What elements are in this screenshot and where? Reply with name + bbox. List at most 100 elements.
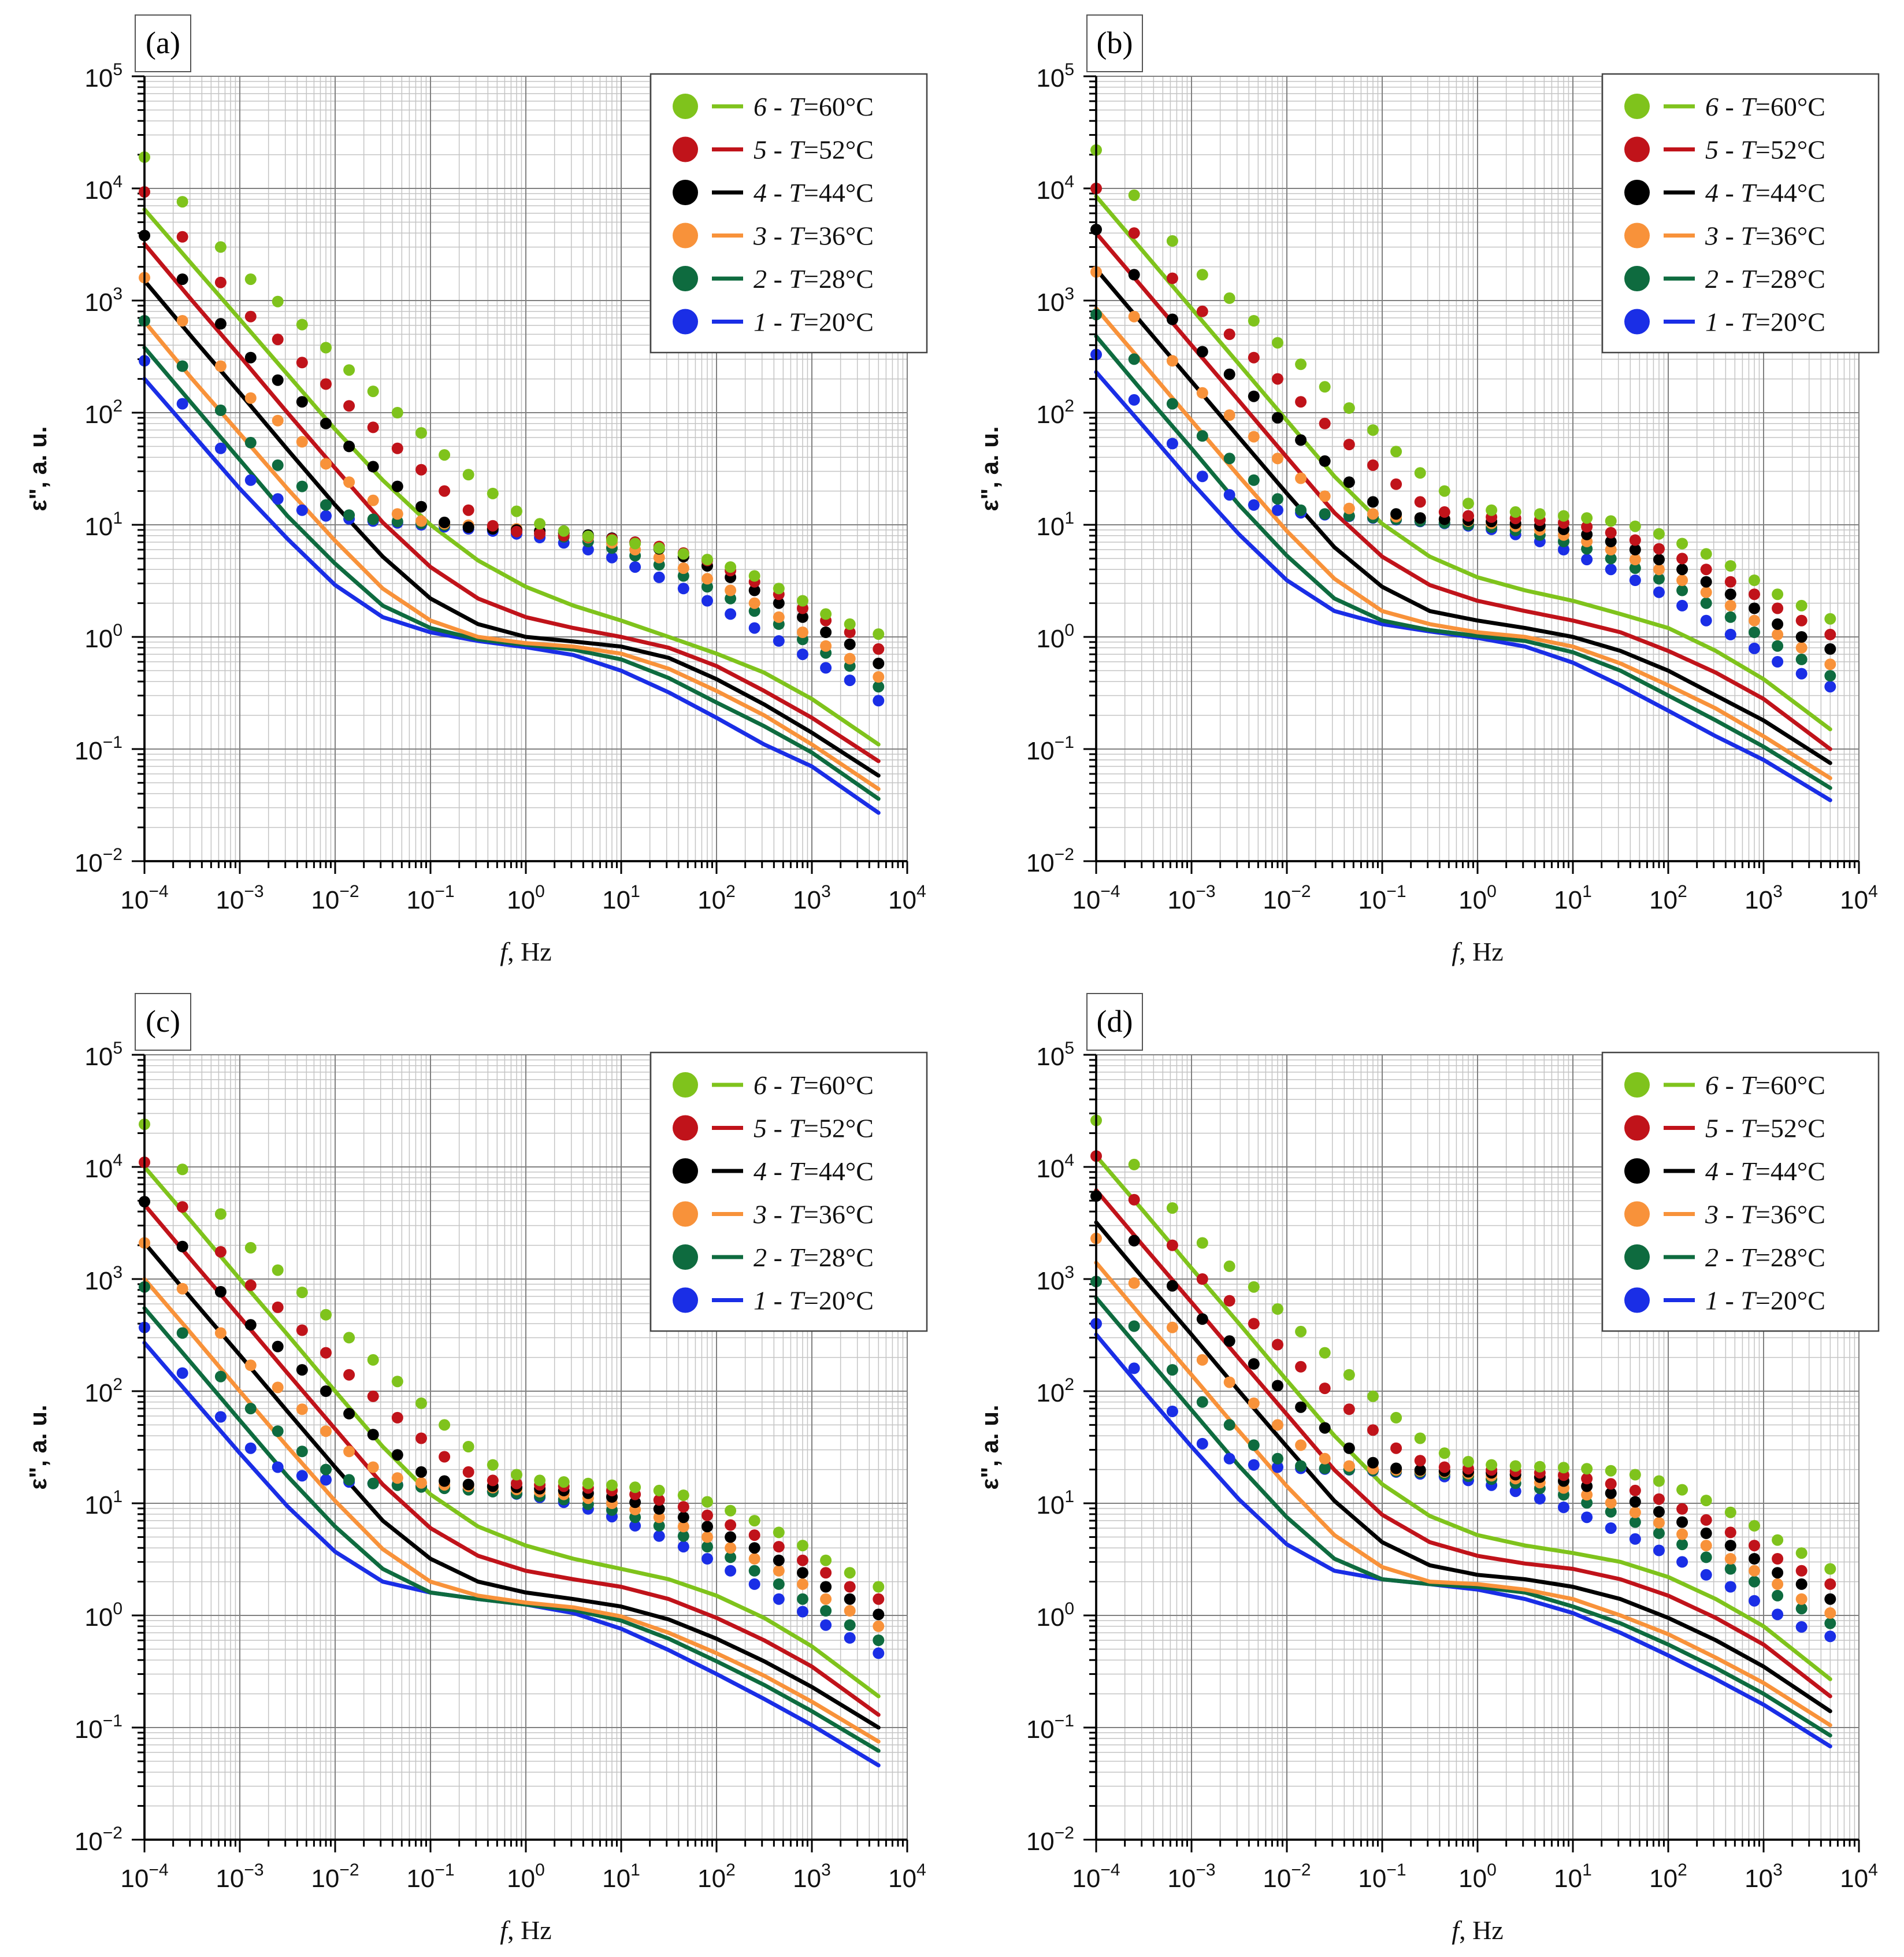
y-tick-label: 105 [84,1039,123,1071]
data-point-series-6 [1248,315,1260,327]
y-tick-label: 101 [1036,509,1074,541]
data-point-series-6 [1558,510,1569,522]
legend-label-3: 3 - T=36°C [1705,1200,1825,1229]
data-point-series-4 [1676,1516,1688,1528]
legend-marker-6 [1624,94,1650,119]
data-point-series-4 [1653,1506,1665,1518]
data-point-series-3 [797,1578,808,1590]
data-point-series-3 [1343,1460,1355,1472]
data-point-series-5 [1367,459,1379,471]
data-point-series-5 [820,1567,832,1579]
data-point-series-3 [415,1477,427,1489]
data-point-series-1 [1558,544,1569,555]
data-point-series-3 [296,1403,308,1415]
data-point-series-6 [1724,560,1736,572]
fit-line-series-5 [1094,1188,1832,1699]
legend-label-2: 2 - T=28°C [754,264,874,294]
legend-marker-4 [1624,1158,1650,1184]
data-point-series-4 [1724,1540,1736,1552]
data-point-series-6 [748,570,760,582]
legend-marker-2 [1624,1244,1650,1270]
data-point-series-2 [748,1565,760,1577]
data-point-series-6 [462,469,474,481]
data-point-series-3 [415,515,427,527]
y-tick-label: 103 [1036,1263,1074,1295]
data-point-series-5 [1749,588,1760,601]
data-point-series-1 [629,561,641,573]
data-point-series-2 [1166,398,1178,410]
data-point-series-4 [1749,1553,1760,1565]
panel-label-box [135,993,191,1051]
data-point-series-5 [1438,1461,1450,1473]
data-point-series-4 [272,374,284,386]
data-point-series-4 [1223,368,1235,380]
data-point-series-6 [343,364,355,376]
legend-label-4: 4 - T=44°C [1705,1157,1825,1186]
x-tick-label: 10−4 [120,882,168,914]
x-tick-label: 103 [1745,1860,1783,1893]
data-point-series-5 [1128,227,1140,239]
data-point-series-6 [1319,1347,1331,1359]
data-point-series-6 [176,196,188,208]
data-point-series-4 [1128,1235,1140,1247]
data-point-series-2 [844,1619,856,1631]
legend-box [1601,73,1880,354]
fit-line-series-4 [1094,267,1832,765]
data-point-series-6 [725,561,737,573]
x-tick-label: 10−3 [216,1860,263,1893]
data-point-series-1 [797,1606,808,1618]
legend-marker-4 [1624,180,1650,205]
data-point-series-1 [725,608,737,620]
data-point-series-1 [1724,628,1736,640]
data-point-series-6 [1438,1447,1450,1459]
x-tick-label: 100 [507,1860,545,1893]
data-point-series-3 [343,1445,355,1458]
data-point-series-6 [1605,515,1617,527]
data-point-series-6 [367,386,379,398]
legend-label-3: 3 - T=36°C [753,1200,874,1229]
data-point-series-2 [1605,553,1617,565]
panel-label-box [135,14,191,72]
data-point-series-3 [1196,387,1208,399]
data-point-series-3 [1128,310,1140,323]
x-tick-label: 100 [507,882,545,914]
data-point-series-4 [1367,1456,1379,1469]
legend-entry-5: 5 - T=52°C [1624,135,1825,165]
data-point-series-6 [534,518,546,530]
data-point-series-6 [272,295,284,307]
data-point-series-6 [820,608,832,620]
data-point-series-3 [1795,642,1807,654]
data-point-series-5 [1295,396,1307,408]
legend-entry-6: 6 - T=60°C [1624,92,1825,121]
data-point-series-5 [511,1477,522,1489]
data-point-series-3 [1581,1489,1593,1501]
data-point-series-4 [1367,496,1379,508]
data-point-series-5 [1653,543,1665,555]
data-point-series-6 [511,505,522,517]
data-point-series-2 [320,499,332,511]
y-tick-label: 100 [84,621,123,653]
fit-line-series-6 [1094,194,1832,732]
data-point-series-2 [1795,653,1807,665]
data-point-series-5 [534,528,546,540]
data-point-series-4 [748,1542,760,1554]
data-point-series-6 [415,427,427,439]
data-point-series-5 [1749,1540,1760,1552]
data-point-series-5 [773,1541,785,1553]
data-point-series-6 [629,538,641,550]
data-point-series-2 [176,360,188,372]
y-axis-title: ε", a. u. [976,1404,1003,1489]
data-point-series-4 [415,1466,427,1478]
data-point-series-3 [1629,1506,1641,1518]
data-point-series-1 [1629,1533,1641,1545]
data-point-series-5 [844,627,856,638]
data-point-series-6 [1128,189,1140,201]
data-point-series-3 [214,360,227,372]
data-point-series-4 [415,501,427,513]
data-point-series-2 [873,1634,885,1646]
x-tick-label: 101 [1554,1860,1592,1893]
data-point-series-5 [244,1279,257,1291]
data-point-series-2 [797,1593,808,1605]
x-tick-label: 102 [1649,1860,1687,1893]
